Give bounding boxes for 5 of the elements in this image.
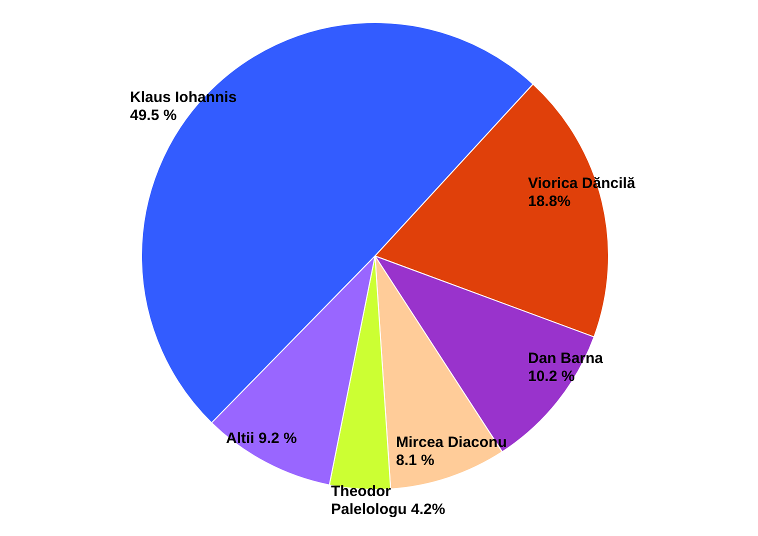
data-label: 18.8%	[528, 193, 571, 210]
data-label: 8.1 %	[396, 452, 434, 469]
data-label: 10.2 %	[528, 368, 575, 385]
data-label: 49.5 %	[130, 107, 177, 124]
slice-label: Theodor Palelologu 4.2%	[331, 483, 446, 518]
